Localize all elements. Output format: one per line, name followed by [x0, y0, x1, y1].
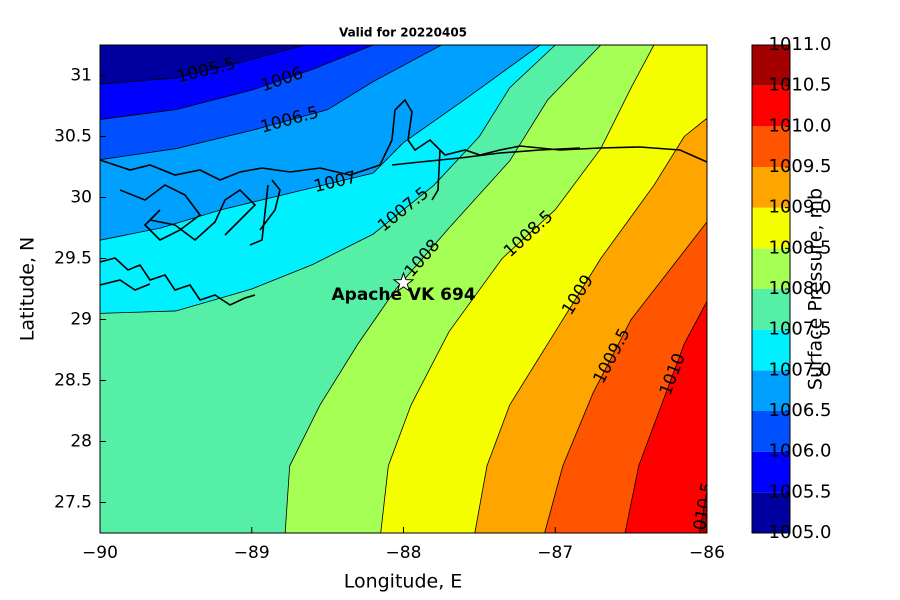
- contour-fill: [625, 301, 707, 533]
- x-axis-label: Longitude, E: [344, 571, 463, 593]
- contour-line: [100, 45, 556, 314]
- contour-line: [380, 45, 655, 533]
- colorbar-label: Surface Pressure, mb: [805, 188, 827, 390]
- colorbar-segment: [752, 126, 790, 167]
- contour-fills: [100, 45, 707, 533]
- colorbar-tick-label: 1006.0: [769, 441, 832, 462]
- y-tick-label: 30.5: [54, 127, 92, 147]
- contour-line: [544, 221, 707, 533]
- colorbar-segment: [752, 329, 790, 371]
- colorbar-segment: [752, 492, 790, 533]
- colorbar-segment: [752, 207, 790, 249]
- contour-line: [624, 301, 707, 533]
- colorbar-segment: [752, 370, 790, 411]
- x-tick-label: −90: [82, 543, 118, 563]
- x-tick-label: −86: [689, 543, 725, 563]
- y-tick-label: 27.5: [54, 493, 92, 513]
- station-label: Apache VK 694: [332, 285, 476, 305]
- contour-line: [100, 45, 442, 161]
- colorbar-segment: [752, 248, 790, 289]
- x-tick-label: −87: [537, 543, 573, 563]
- y-tick-label: 29: [70, 310, 92, 330]
- colorbar-tick-label: 1008.5: [769, 237, 832, 258]
- colorbar-tick-label: 1011.0: [769, 34, 832, 55]
- y-tick-label: 29.5: [54, 249, 92, 269]
- colorbar-tick-label: 1006.5: [769, 400, 832, 421]
- colorbar-segment: [752, 411, 790, 452]
- colorbar-segment: [752, 85, 790, 127]
- colorbar-segment: [752, 289, 790, 330]
- contour-line: [284, 45, 602, 533]
- chart-title: Valid for 20220405: [339, 26, 467, 40]
- colorbar-tick-label: 1008.0: [769, 278, 832, 299]
- contour-line: [100, 45, 541, 241]
- y-axis-label: Latitude, N: [17, 237, 39, 342]
- colorbar-tick-label: 1005.5: [769, 481, 832, 502]
- x-tick-label: −89: [234, 543, 270, 563]
- x-tick-label: −88: [386, 543, 422, 563]
- colorbar-segment: [752, 45, 790, 86]
- colorbar-tick-label: 1005.0: [769, 522, 832, 543]
- y-tick-label: 31: [70, 66, 92, 86]
- colorbar-tick-label: 1007.5: [769, 319, 832, 340]
- colorbar-tick-label: 1009.5: [769, 156, 832, 177]
- colorbar-segment: [752, 167, 790, 208]
- y-tick-label: 30: [70, 188, 92, 208]
- colorbar-segment: [752, 451, 790, 493]
- contour-line: [100, 45, 374, 120]
- colorbar-tick-label: 1010.0: [769, 115, 832, 136]
- station-marker: [392, 271, 415, 293]
- contour-line: [474, 117, 707, 533]
- coastline: [100, 98, 707, 306]
- y-tick-label: 28: [70, 432, 92, 452]
- colorbar-tick-label: 1010.5: [769, 75, 832, 96]
- colorbar-tick-label: 1009.0: [769, 197, 832, 218]
- y-tick-label: 28.5: [54, 371, 92, 391]
- contour-line: [699, 490, 707, 533]
- contour-line: [100, 45, 305, 85]
- colorbar-tick-label: 1007.0: [769, 359, 832, 380]
